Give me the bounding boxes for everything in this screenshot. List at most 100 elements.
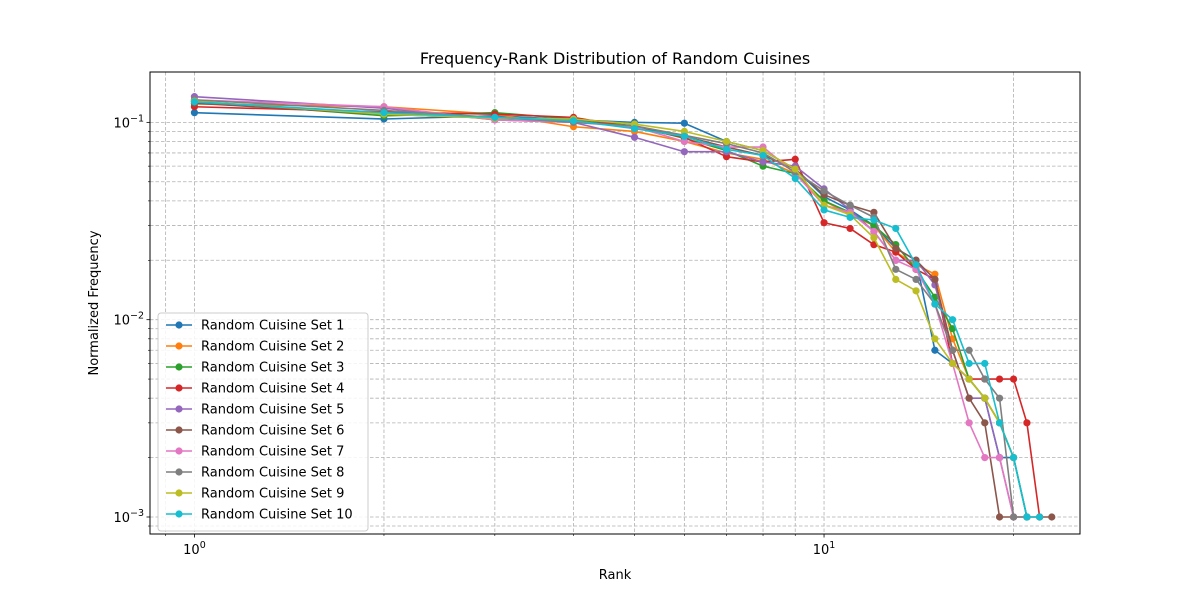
data-point: [1009, 375, 1018, 383]
data-point: [892, 275, 900, 284]
data-point: [190, 98, 199, 106]
x-tick-label: 101: [813, 540, 836, 558]
data-point: [931, 335, 939, 343]
legend-marker: [175, 321, 183, 329]
plot-area-frame: [149, 71, 1081, 535]
data-point: [680, 132, 688, 140]
axis-ticks: 100 101 10−3 10−2 10−1: [113, 113, 1014, 558]
legend-label: Random Cuisine Set 7: [201, 445, 344, 460]
data-point: [820, 187, 828, 195]
data-point: [820, 206, 828, 214]
data-point: [892, 224, 900, 233]
data-point: [892, 256, 900, 264]
data-point: [912, 275, 920, 284]
data-point: [995, 419, 1004, 427]
data-point: [722, 145, 731, 153]
data-point: [680, 148, 688, 156]
data-point: [912, 261, 920, 269]
series-group: [190, 93, 1056, 521]
legend-marker: [175, 447, 183, 455]
legend-marker: [175, 489, 183, 497]
data-point: [791, 165, 799, 173]
legend-label: Random Cuisine Set 3: [201, 361, 344, 376]
data-point: [981, 453, 989, 462]
data-point: [931, 300, 939, 308]
legend-box: [157, 312, 369, 532]
legend: Random Cuisine Set 1 Random Cuisine Set 2…: [157, 312, 369, 532]
data-point: [965, 346, 973, 354]
data-point: [630, 133, 639, 141]
data-point: [722, 137, 731, 146]
data-point: [1023, 513, 1031, 521]
series-line: [194, 105, 1041, 518]
data-point: [892, 244, 900, 252]
y-tick-label: 10−2: [113, 311, 144, 329]
data-point: [1048, 513, 1056, 521]
data-point: [870, 216, 878, 224]
data-point: [846, 224, 854, 233]
data-point: [1036, 513, 1044, 521]
legend-label: Random Cuisine Set 5: [201, 403, 344, 418]
legend-marker: [175, 468, 183, 476]
data-point: [759, 151, 767, 160]
data-point: [630, 124, 639, 133]
data-point: [569, 117, 578, 125]
data-point: [981, 419, 989, 427]
data-point: [931, 270, 939, 278]
data-point: [965, 359, 973, 368]
data-point: [931, 346, 939, 354]
data-point: [722, 153, 731, 161]
data-point: [981, 375, 989, 383]
legend-marker: [175, 363, 183, 371]
data-point: [1009, 513, 1018, 521]
data-point: [995, 394, 1004, 402]
series: [190, 98, 1044, 521]
legend-marker: [175, 384, 183, 392]
data-point: [948, 325, 957, 333]
legend-label: Random Cuisine Set 4: [201, 382, 344, 397]
data-point: [948, 359, 957, 368]
series-line: [194, 101, 1040, 518]
data-point: [791, 155, 799, 163]
data-point: [846, 201, 854, 209]
data-point: [965, 419, 973, 427]
legend-label: Random Cuisine Set 9: [201, 487, 344, 502]
legend-label: Random Cuisine Set 6: [201, 424, 344, 439]
data-point: [870, 208, 878, 216]
data-point: [1009, 453, 1018, 462]
y-tick-label: 10−1: [113, 113, 144, 131]
data-point: [948, 316, 957, 324]
x-tick-label: 100: [183, 540, 206, 558]
data-point: [995, 453, 1004, 462]
data-point: [870, 221, 878, 230]
chart-title: Frequency-Rank Distribution of Random Cu…: [420, 49, 810, 68]
data-point: [912, 287, 920, 295]
legend-label: Random Cuisine Set 1: [201, 319, 344, 334]
legend-marker: [175, 510, 183, 518]
legend-label: Random Cuisine Set 10: [201, 508, 353, 523]
data-point: [380, 109, 388, 117]
data-point: [1023, 419, 1031, 427]
legend-label: Random Cuisine Set 2: [201, 340, 344, 355]
data-point: [846, 213, 854, 221]
data-point: [981, 359, 989, 368]
legend-marker: [175, 405, 183, 413]
legend-label: Random Cuisine Set 8: [201, 466, 344, 481]
y-axis-label: Normalized Frequency: [87, 230, 102, 375]
data-point: [870, 234, 878, 242]
data-point: [759, 158, 767, 166]
data-point: [190, 109, 199, 117]
data-point: [995, 513, 1004, 521]
y-tick-label: 10−3: [113, 508, 144, 526]
data-point: [791, 174, 799, 183]
series-line: [194, 100, 1015, 458]
data-point: [981, 394, 989, 402]
data-point: [491, 113, 499, 121]
legend-marker: [175, 426, 183, 434]
x-axis-label: Rank: [599, 568, 632, 583]
data-point: [892, 265, 900, 273]
data-point: [820, 219, 828, 227]
data-point: [870, 227, 878, 236]
legend-marker: [175, 342, 183, 350]
